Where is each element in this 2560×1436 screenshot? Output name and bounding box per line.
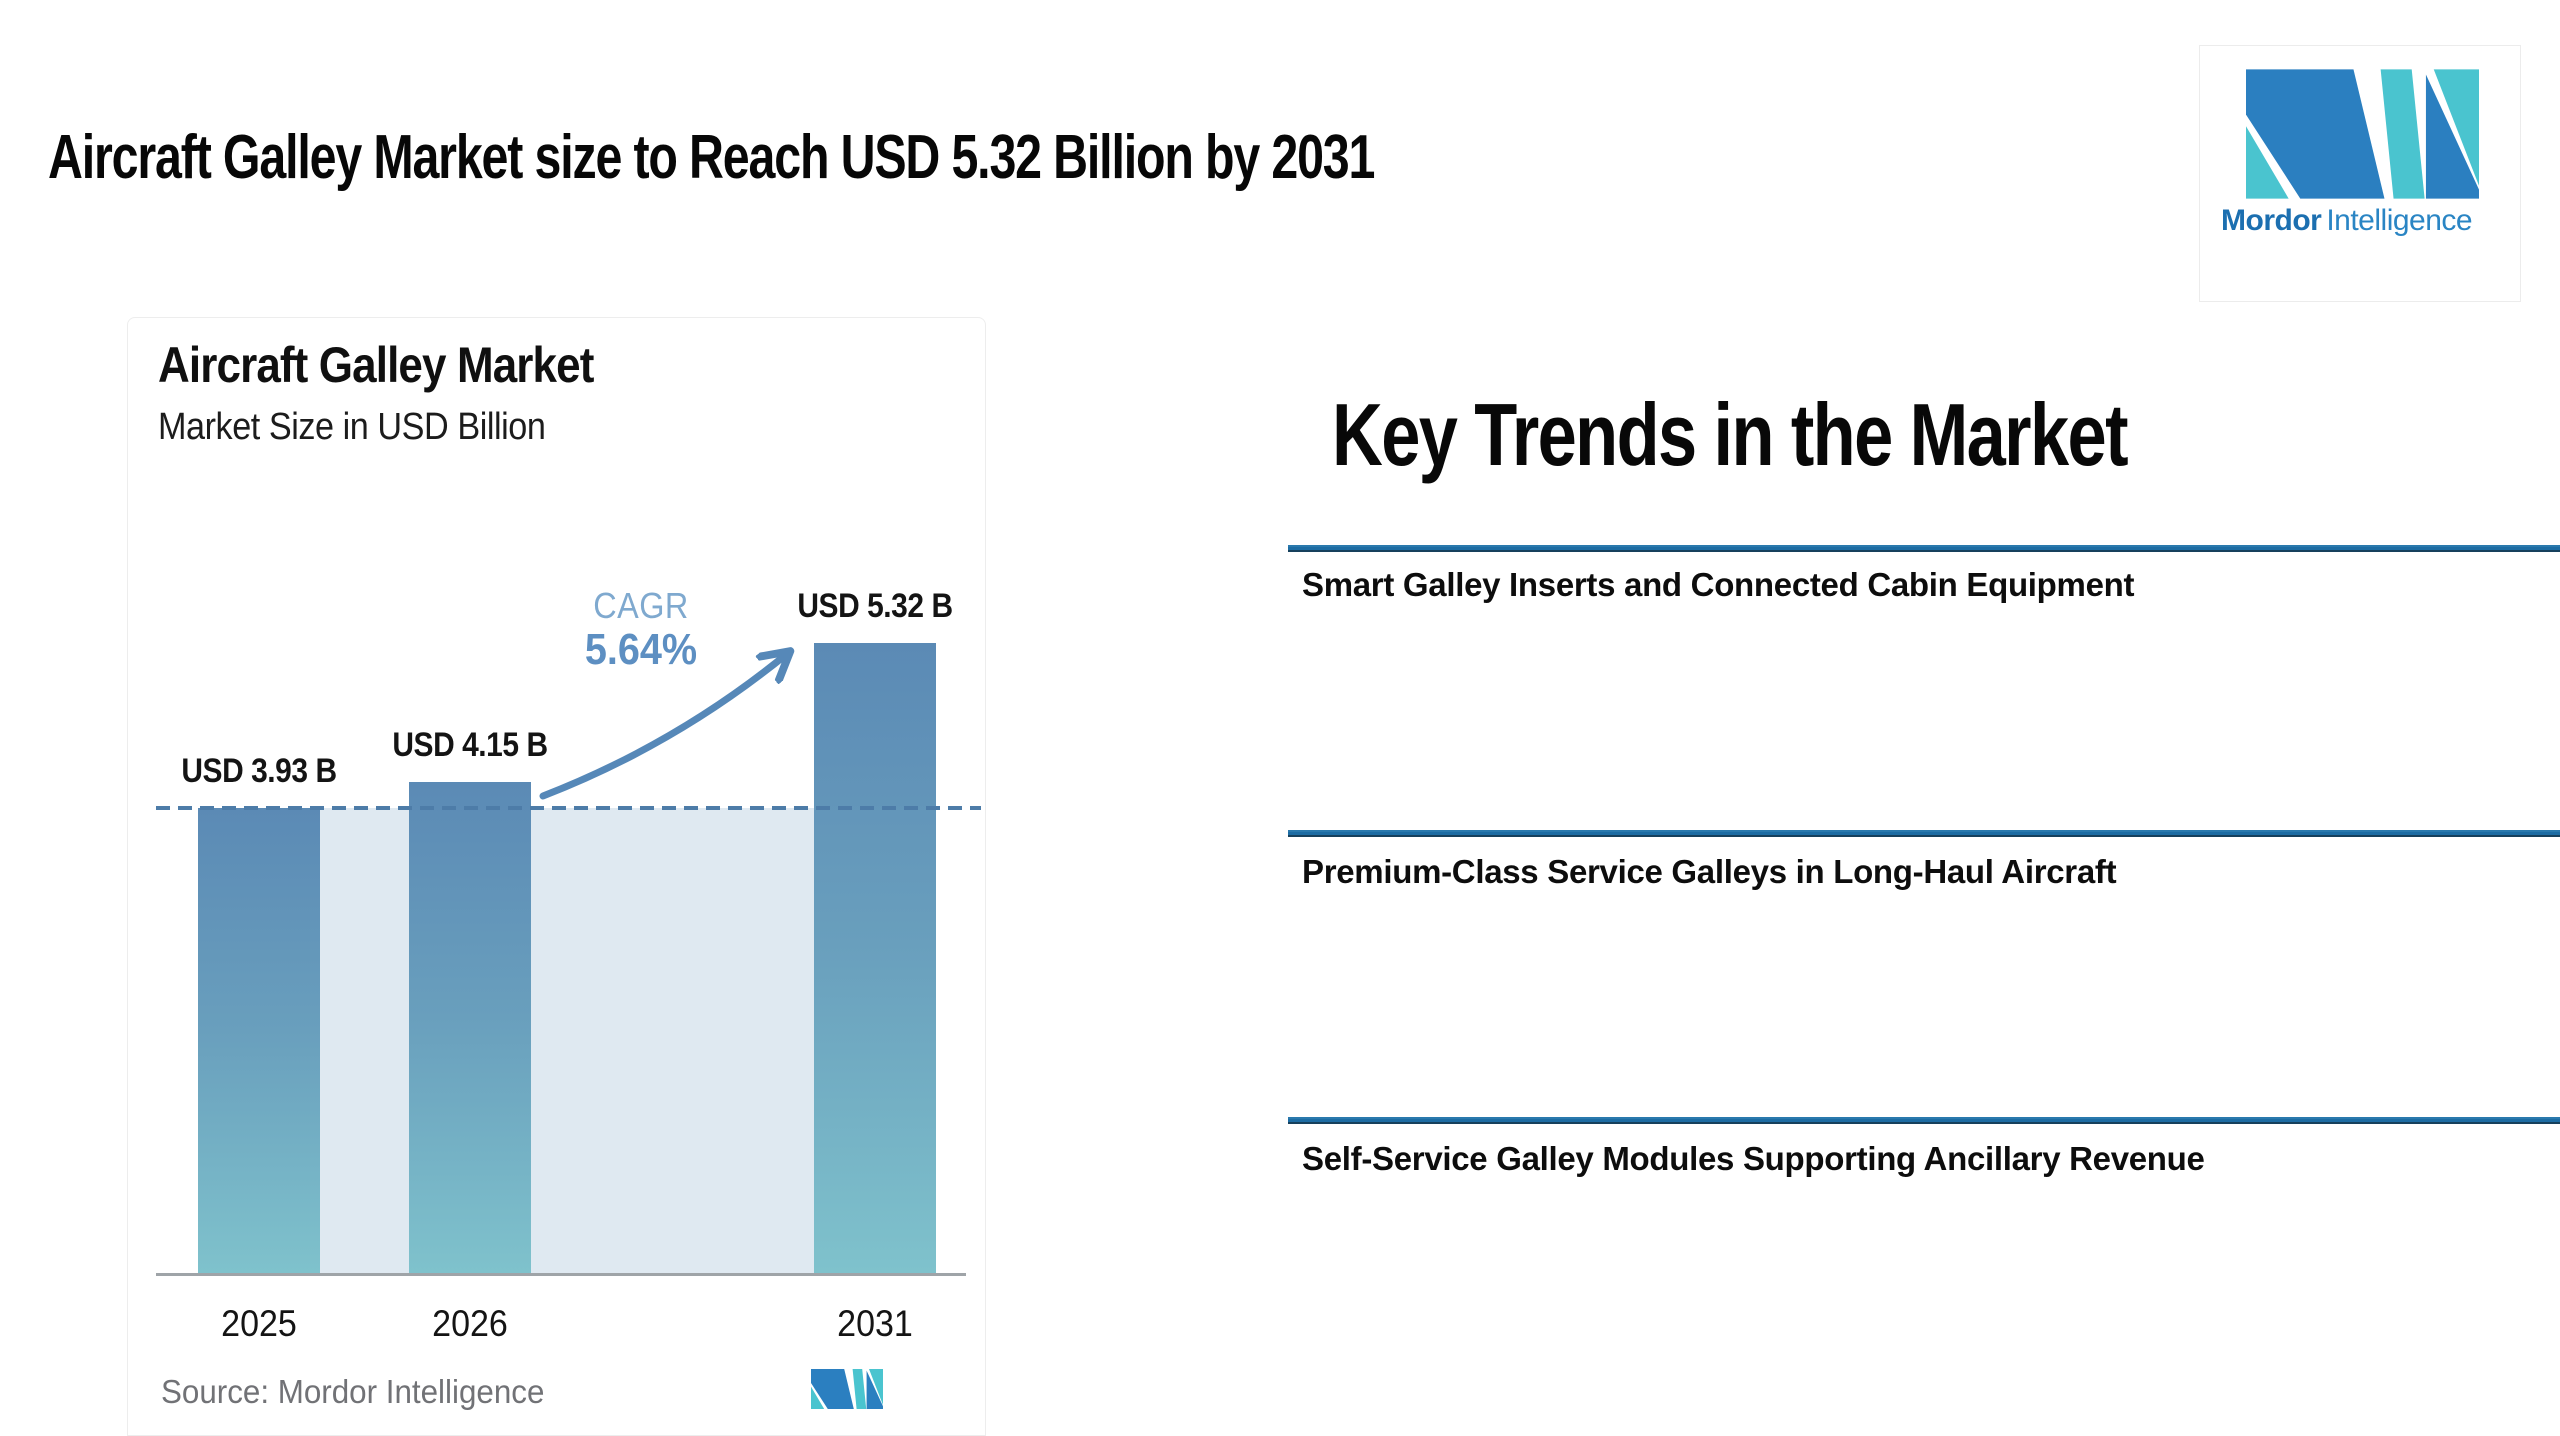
cagr-value: 5.64% [584,624,698,674]
trend-divider [1288,545,2560,552]
x-axis-tick-label: 2026 [432,1303,508,1344]
trend-divider [1288,830,2560,837]
chart-subtitle: Market Size in USD Billion [158,406,546,448]
mordor-intelligence-mini-logo-icon [811,1369,883,1409]
x-axis-line [156,1273,966,1276]
chart-title: Aircraft Galley Market [158,337,594,393]
logo-brand-bold: Mordor [2221,204,2322,237]
bar-2025 [198,808,320,1273]
logo-wordmark: Mordor Intelligence [2221,204,2473,238]
trend-item-1: Smart Galley Inserts and Connected Cabin… [1302,566,2135,603]
baseline-area-fill [198,808,936,1273]
chart-card: Aircraft Galley Market Market Size in US… [127,317,986,1436]
bar-2026 [409,782,531,1273]
source-value: Mordor Intelligence [277,1373,545,1410]
trend-item-3: Self-Service Galley Modules Supporting A… [1302,1140,2205,1177]
key-trends-heading: Key Trends in the Market [1332,385,2129,484]
bar-value-label: USD 4.15 B [392,726,548,764]
baseline-dashed-line [156,806,981,810]
x-axis-tick-label: 2025 [221,1303,297,1344]
bar-2031 [814,643,936,1273]
page-title: Aircraft Galley Market size to Reach USD… [48,123,1375,192]
bar-value-label: USD 3.93 B [181,752,337,790]
source-label: Source: [161,1373,270,1410]
cagr-annotation: CAGR 5.64% [585,586,697,674]
plot-area: CAGR 5.64% USD 3.93 B 2025 USD 4.15 B 2026 U… [128,318,987,1436]
source-note: Source: Mordor Intelligence [161,1373,544,1411]
cagr-arrow-icon [539,318,987,800]
cagr-label: CAGR [593,585,689,626]
trend-item-2: Premium-Class Service Galleys in Long-Ha… [1302,853,2117,890]
trend-divider [1288,1117,2560,1124]
mordor-intelligence-logo: Mordor Intelligence [2199,45,2521,302]
logo-brand-light: Intelligence [2326,204,2473,237]
bar-value-label: USD 5.32 B [797,587,953,625]
x-axis-tick-label: 2031 [837,1303,913,1344]
mordor-intelligence-logo-icon [2246,69,2479,199]
